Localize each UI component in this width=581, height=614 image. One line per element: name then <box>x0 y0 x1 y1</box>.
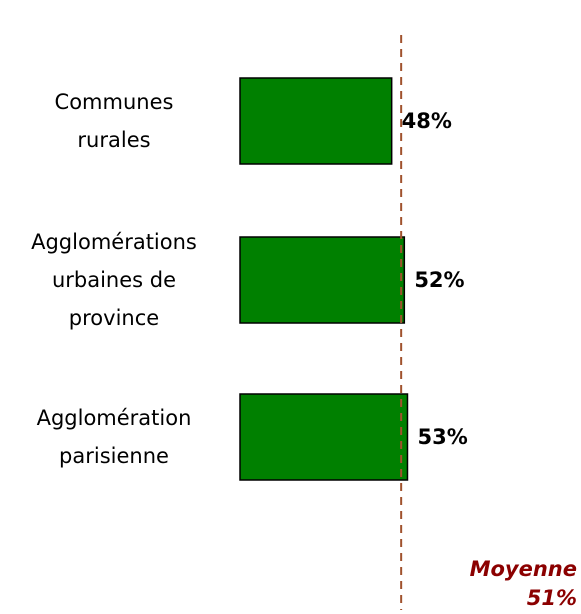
bar <box>239 236 406 324</box>
category-label: Agglomération parisienne <box>36 406 192 468</box>
value-label: 48% <box>401 109 452 133</box>
category-label: Communes rurales <box>54 90 174 152</box>
reference-value: 51% <box>526 586 577 610</box>
category-label: Agglomérations urbaines de province <box>31 230 197 330</box>
value-label: 53% <box>417 425 468 449</box>
reference-label: Moyenne <box>469 557 577 581</box>
bar <box>239 393 409 481</box>
value-label: 52% <box>414 268 465 292</box>
bar <box>239 77 393 165</box>
